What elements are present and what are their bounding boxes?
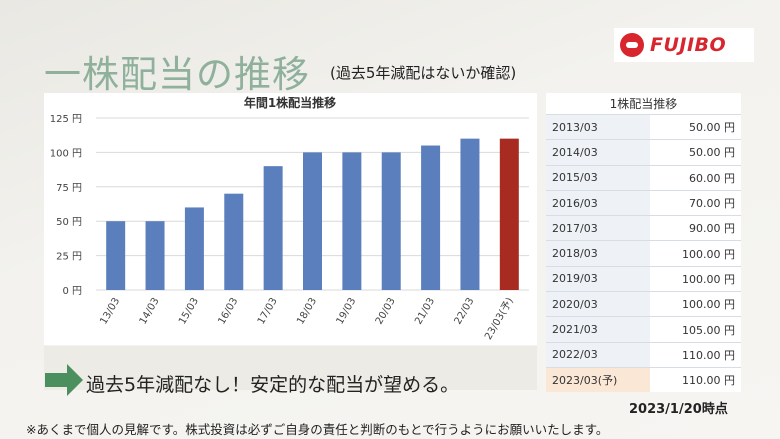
table-cell-value: 100.00 円 (650, 240, 741, 267)
x-tick-label: 14/03 (138, 296, 162, 326)
table-cell-period: 2013/03 (546, 113, 650, 140)
summary-text: 過去5年減配なし！安定的な配当が望める。 (86, 374, 460, 396)
table-cell-period: 2022/03 (546, 341, 650, 368)
bar-16/03 (224, 193, 244, 290)
table-row: 2017/03 90.00 円 (546, 215, 741, 241)
table-row: 2015/03 60.00 円 (546, 164, 741, 191)
table-row: 2020/03 100.00 円 (546, 291, 741, 317)
x-tick-label: 23/03(予) (482, 295, 516, 341)
right-arrow-icon (45, 373, 67, 387)
summary-banner (44, 346, 537, 390)
table-cell-period: 2014/03 (546, 139, 650, 166)
table-cell-value: 50.00 円 (650, 113, 741, 140)
table-cell-value: 100.00 円 (650, 291, 741, 317)
bar-20/03 (381, 152, 401, 290)
table-cell-value: 110.00 円 (650, 366, 741, 393)
y-tick-label: 50 円 (56, 217, 82, 228)
dividend-chart: 年間1株配当推移 0 円 25 円 50 円 75 円 100 円 125 円 13/03… (44, 93, 537, 345)
y-tick-label: 0 円 (62, 286, 82, 297)
table-cell-period: 2019/03 (546, 265, 650, 292)
bar-19/03 (342, 152, 362, 290)
y-tick-label: 25 円 (56, 252, 82, 263)
x-tick-label: 21/03 (413, 296, 437, 326)
table-cell-value: 70.00 円 (650, 189, 741, 216)
table-cell-period: 2015/03 (546, 164, 650, 191)
bar-21/03 (421, 145, 441, 290)
y-tick-label: 100 円 (50, 148, 82, 159)
table-row: 2014/03 50.00 円 (546, 139, 741, 166)
bar-18/03 (303, 152, 322, 290)
table-row: 2019/03 100.00 円 (546, 265, 741, 292)
bar-15/03 (184, 207, 204, 290)
page-subtitle: (過去5年減配はないか確認) (330, 64, 517, 82)
x-tick-label: 16/03 (216, 296, 240, 326)
table-title: 1株配当推移 (609, 97, 678, 111)
table-cell-value: 110.00 円 (650, 341, 741, 368)
table-row: 2016/03 70.00 円 (546, 189, 741, 216)
table-cell-value: 60.00 円 (650, 164, 741, 191)
x-tick-label: 18/03 (295, 296, 319, 326)
table-cell-period: 2018/03 (546, 240, 650, 267)
right-arrow-icon-head (67, 364, 83, 396)
bar-23/03(予) (499, 138, 519, 290)
bar-13/03 (106, 221, 126, 290)
x-tick-label: 22/03 (453, 296, 477, 326)
y-tick-label: 75 円 (56, 183, 82, 194)
x-tick-label: 17/03 (256, 296, 280, 326)
bar-22/03 (460, 138, 480, 290)
chart-title: 年間1株配当推移 (244, 95, 336, 110)
y-tick-label: 125 円 (50, 114, 82, 125)
x-tick-label: 15/03 (177, 296, 201, 326)
table-cell-value: 50.00 円 (650, 139, 741, 166)
table-cell-value: 100.00 円 (650, 265, 741, 292)
table-row: 2018/03 100.00 円 (546, 240, 741, 267)
table-cell-period: 2017/03 (546, 215, 650, 241)
table-cell-value: 105.00 円 (650, 316, 741, 343)
chart-svg: 年間1株配当推移 0 円 25 円 50 円 75 円 100 円 125 円 13/03… (50, 95, 529, 342)
table-cell-value: 90.00 円 (650, 215, 741, 241)
table-row: 2013/03 50.00 円 (546, 113, 741, 140)
table-cell-period: 2020/03 (546, 291, 650, 317)
table-cell-period: 2023/03(予) (546, 366, 650, 393)
disclaimer: ※あくまで個人の見解です。株式投資は必ずご自身の責任と判断のもとで行うようにお願… (26, 422, 609, 437)
page-title: 一株配当の推移 (44, 53, 310, 96)
dividend-table-panel: 1株配当推移 2013/03 50.00 円 2014/03 50.00 円 2015/… (546, 93, 741, 393)
bar-14/03 (145, 221, 165, 290)
x-tick-label: 13/03 (98, 296, 122, 326)
fujibo-logo-icon (620, 33, 644, 57)
x-tick-label: 19/03 (335, 296, 359, 326)
x-tick-label: 20/03 (374, 296, 398, 326)
logo-text: FUJIBO (650, 34, 727, 56)
company-logo: FUJIBO (614, 28, 754, 62)
table-cell-period: 2016/03 (546, 189, 650, 216)
table-row: 2023/03(予) 110.00 円 (546, 366, 741, 393)
table-row: 2021/03 105.00 円 (546, 316, 741, 343)
dividend-table: 2013/03 50.00 円 2014/03 50.00 円 2015/03 60.00… (546, 113, 741, 393)
as-of-date: 2023/1/20時点 (629, 402, 728, 417)
table-row: 2022/03 110.00 円 (546, 341, 741, 368)
table-cell-period: 2021/03 (546, 316, 650, 343)
bar-17/03 (263, 166, 283, 290)
